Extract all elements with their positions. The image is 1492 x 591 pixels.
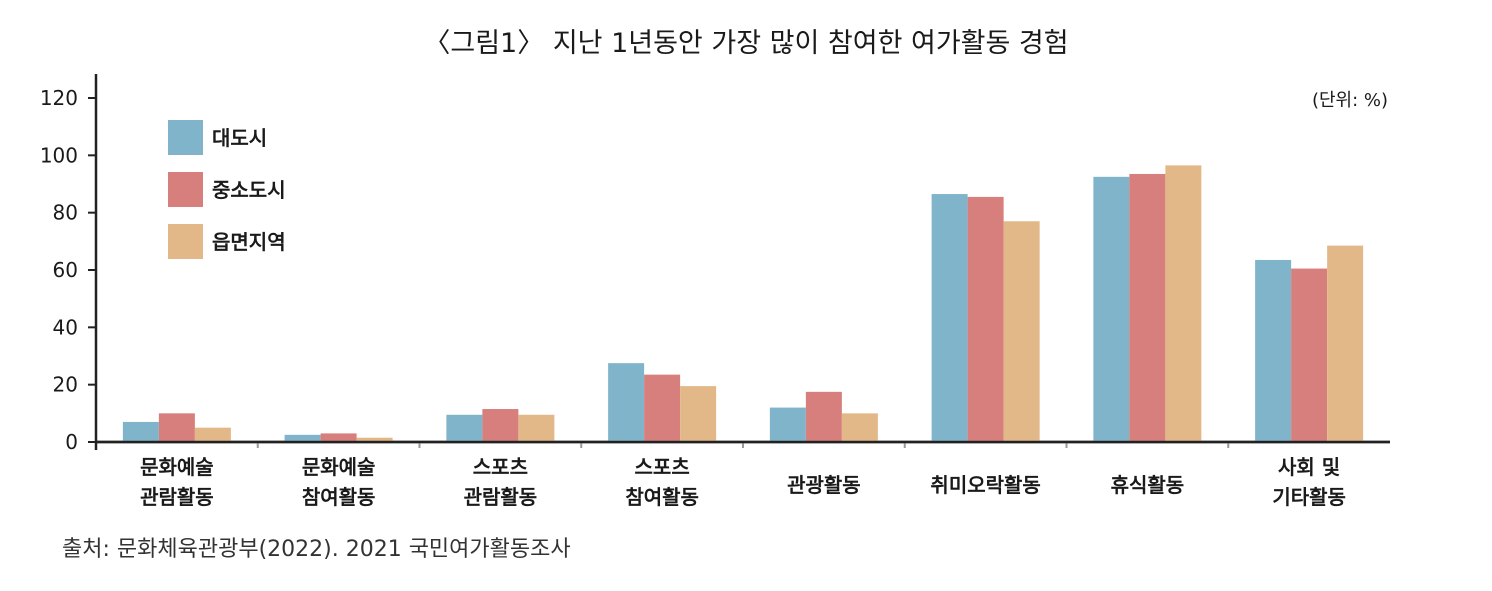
x-tick-label: 관람활동 [140, 485, 214, 509]
x-tick-label: 문화예술 [140, 455, 214, 479]
x-tick-label: 취미오락활동 [930, 473, 1040, 497]
legend-label: 읍면지역 [212, 230, 286, 254]
bar [967, 196, 1004, 442]
legend-label: 대도시 [212, 126, 267, 150]
bar [1129, 173, 1166, 442]
y-tick-label: 120 [40, 86, 78, 110]
x-tick-label: 참여활동 [302, 485, 376, 509]
bar [680, 386, 717, 442]
bar [1003, 221, 1040, 442]
y-axis: 0 20 40 60 80 100 120 [40, 74, 98, 454]
bar [931, 194, 968, 442]
y-tick-label: 0 [65, 430, 78, 454]
bar [1291, 268, 1328, 442]
bar [1255, 259, 1292, 442]
bar [805, 391, 842, 442]
x-tick-label: 관광활동 [787, 473, 861, 497]
x-tick-label: 문화예술 [302, 455, 376, 479]
x-tick-label: 스포츠 [635, 455, 690, 479]
y-tick-label: 100 [40, 143, 78, 167]
bar [122, 421, 159, 442]
bar [769, 407, 806, 442]
bar [482, 409, 519, 442]
bar [644, 374, 681, 442]
bar [320, 433, 357, 442]
bars [96, 165, 1390, 444]
x-tick-label: 사회 및 [1278, 455, 1340, 479]
source-note: 출처: 문화체육관광부(2022). 2021 국민여가활동조사 [62, 537, 571, 562]
bar [608, 363, 645, 442]
legend-swatch [168, 172, 203, 207]
bar [1093, 176, 1130, 443]
legend-swatch [168, 120, 203, 155]
x-tick-label: 휴식활동 [1111, 473, 1185, 497]
x-tick-label: 기타활동 [1272, 485, 1346, 509]
y-tick-label: 20 [53, 373, 78, 397]
bar [518, 414, 555, 442]
bar [284, 434, 321, 442]
y-tick-label: 80 [53, 201, 78, 225]
x-tick-label: 참여활동 [625, 485, 699, 509]
unit-label: (단위: %) [1312, 90, 1388, 111]
legend-swatch [168, 224, 203, 259]
chart-title: 〈그림1〉 지난 1년동안 가장 많이 참여한 여가활동 경험 [423, 28, 1068, 59]
bar [446, 414, 483, 442]
bar [1327, 245, 1364, 442]
x-tick-label: 스포츠 [473, 455, 528, 479]
bar [194, 427, 231, 442]
bar [841, 413, 878, 442]
y-tick-label: 60 [53, 258, 78, 282]
legend-label: 중소도시 [212, 178, 286, 202]
y-tick-label: 40 [53, 315, 78, 339]
bar [1165, 165, 1202, 442]
bar [158, 413, 195, 442]
x-tick-label: 관람활동 [464, 485, 538, 509]
bar [356, 437, 393, 442]
